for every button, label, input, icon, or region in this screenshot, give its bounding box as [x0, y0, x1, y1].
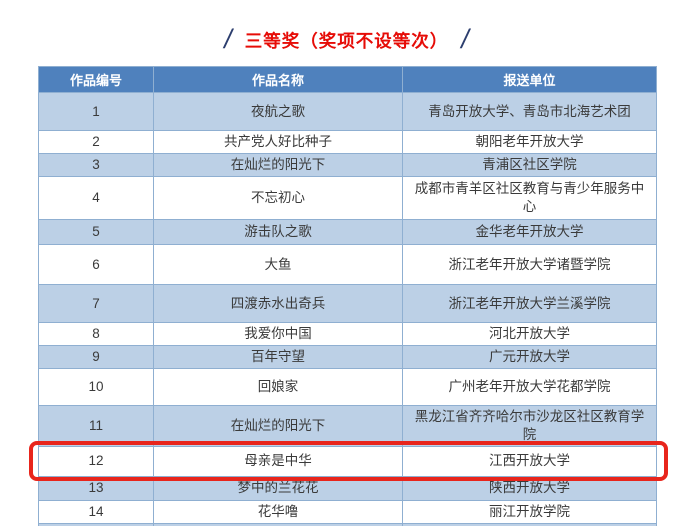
table-row: 6 大鱼 浙江老年开放大学诸暨学院 [38, 244, 657, 285]
cell-work-number: 4 [38, 176, 154, 220]
cell-work-name: 在灿烂的阳光下 [153, 404, 403, 447]
header-submit-unit: 报送单位 [402, 66, 657, 93]
left-slash-decoration: / [224, 23, 232, 54]
table-row: 14 花华噜 丽江开放学院 [38, 499, 657, 524]
header-work-number: 作品编号 [38, 66, 154, 93]
cell-submit-unit: 青岛开放大学、青岛市北海艺术团 [402, 92, 657, 131]
cell-work-name: 花华噜 [153, 499, 403, 524]
cell-work-number: 8 [38, 322, 154, 346]
table-row: 9 百年守望 广元开放大学 [38, 344, 657, 369]
cell-work-number: 3 [38, 153, 154, 177]
cell-work-name: 回娘家 [153, 367, 403, 406]
cell-work-number: 12 [38, 445, 154, 477]
cell-submit-unit: 陕西开放大学 [402, 475, 657, 501]
header-work-name: 作品名称 [153, 66, 403, 93]
cell-work-name: 不忘初心 [153, 176, 403, 220]
cell-empty [402, 522, 657, 526]
cell-submit-unit: 青浦区社区学院 [402, 153, 657, 177]
table-row: 7 四渡赤水出奇兵 浙江老年开放大学兰溪学院 [38, 284, 657, 323]
table-row: 4 不忘初心 成都市青羊区社区教育与青少年服务中心 [38, 176, 657, 220]
cell-work-number: 1 [38, 92, 154, 131]
cell-work-number: 10 [38, 367, 154, 406]
cell-submit-unit: 浙江老年开放大学兰溪学院 [402, 284, 657, 323]
cell-submit-unit: 成都市青羊区社区教育与青少年服务中心 [402, 176, 657, 220]
cell-work-name: 百年守望 [153, 344, 403, 369]
cell-submit-unit: 丽江开放学院 [402, 499, 657, 524]
right-slash-decoration: / [461, 23, 469, 54]
table-row: 13 梦中的兰花花 陕西开放大学 [38, 475, 657, 501]
table-row: 5 游击队之歌 金华老年开放大学 [38, 219, 657, 245]
cell-work-name: 游击队之歌 [153, 219, 403, 245]
cell-work-name: 大鱼 [153, 244, 403, 285]
cell-submit-unit: 广州老年开放大学花都学院 [402, 367, 657, 406]
cell-work-number: 6 [38, 244, 154, 285]
cell-submit-unit: 河北开放大学 [402, 322, 657, 346]
section-title: / 三等奖（奖项不设等次） / [0, 24, 693, 56]
table-row-partial [38, 522, 657, 526]
cell-work-number: 2 [38, 130, 154, 154]
table-row: 2 共产党人好比种子 朝阳老年开放大学 [38, 130, 657, 154]
table-row: 12 母亲是中华 江西开放大学 [38, 445, 657, 477]
cell-work-number: 11 [38, 404, 154, 447]
cell-submit-unit: 广元开放大学 [402, 344, 657, 369]
cell-work-number: 9 [38, 344, 154, 369]
table-body: 1 夜航之歌 青岛开放大学、青岛市北海艺术团 2 共产党人好比种子 朝阳老年开放大学 3 在灿… [38, 92, 657, 526]
cell-work-name: 母亲是中华 [153, 445, 403, 477]
cell-submit-unit: 金华老年开放大学 [402, 219, 657, 245]
cell-work-name: 在灿烂的阳光下 [153, 153, 403, 177]
cell-submit-unit: 浙江老年开放大学诸暨学院 [402, 244, 657, 285]
cell-submit-unit: 江西开放大学 [402, 445, 657, 477]
table-row: 10 回娘家 广州老年开放大学花都学院 [38, 367, 657, 406]
cell-work-name: 四渡赤水出奇兵 [153, 284, 403, 323]
cell-work-name: 夜航之歌 [153, 92, 403, 131]
table-row: 11 在灿烂的阳光下 黑龙江省齐齐哈尔市沙龙区社区教育学院 [38, 404, 657, 447]
awards-table: 作品编号 作品名称 报送单位 1 夜航之歌 青岛开放大学、青岛市北海艺术团 2 共产党人… [38, 66, 657, 526]
cell-work-number: 7 [38, 284, 154, 323]
table-header-row: 作品编号 作品名称 报送单位 [38, 66, 657, 93]
cell-work-name: 共产党人好比种子 [153, 130, 403, 154]
cell-work-number: 13 [38, 475, 154, 501]
cell-work-name: 我爱你中国 [153, 322, 403, 346]
table-row: 8 我爱你中国 河北开放大学 [38, 322, 657, 346]
cell-submit-unit: 黑龙江省齐齐哈尔市沙龙区社区教育学院 [402, 404, 657, 447]
cell-work-number: 5 [38, 219, 154, 245]
cell-submit-unit: 朝阳老年开放大学 [402, 130, 657, 154]
cell-work-number: 14 [38, 499, 154, 524]
section-title-text: 三等奖（奖项不设等次） [244, 30, 449, 51]
table-row: 3 在灿烂的阳光下 青浦区社区学院 [38, 153, 657, 177]
cell-work-name: 梦中的兰花花 [153, 475, 403, 501]
table-row: 1 夜航之歌 青岛开放大学、青岛市北海艺术团 [38, 92, 657, 131]
